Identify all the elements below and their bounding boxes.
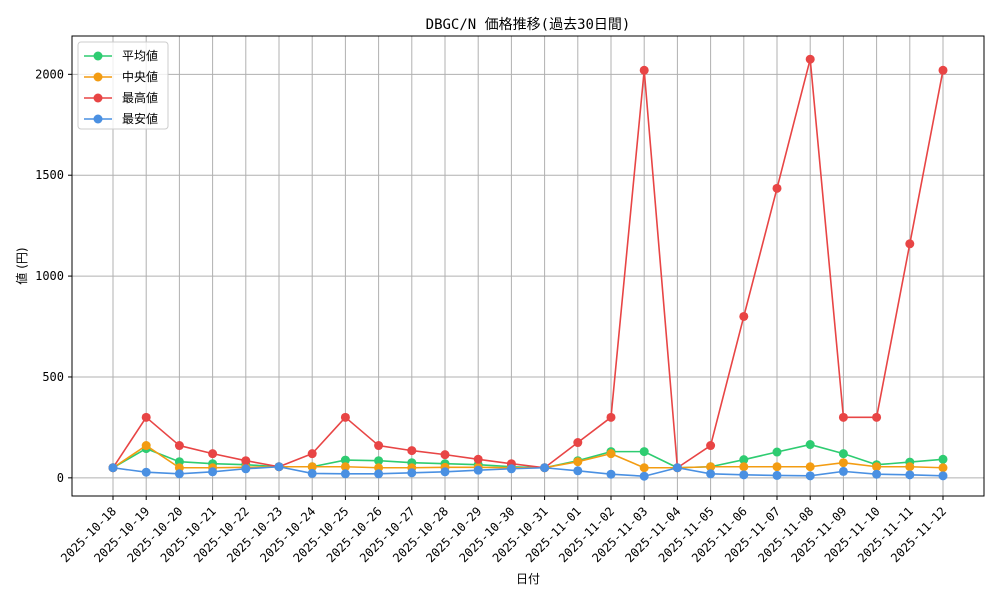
data-point: [241, 456, 251, 466]
grid: [72, 36, 984, 496]
data-point: [938, 463, 948, 473]
data-point: [838, 458, 848, 468]
data-point: [639, 471, 649, 481]
data-point: [174, 469, 184, 479]
data-point: [905, 462, 915, 472]
x-axis-title: 日付: [516, 572, 540, 586]
data-point: [141, 412, 151, 422]
legend-swatch-marker: [93, 93, 103, 103]
data-point: [772, 183, 782, 193]
data-point: [307, 462, 317, 472]
data-point: [606, 449, 616, 459]
data-point: [905, 239, 915, 249]
data-point: [706, 441, 716, 451]
data-point: [440, 467, 450, 477]
y-tick-label: 500: [42, 370, 64, 384]
data-point: [805, 462, 815, 472]
data-point: [141, 441, 151, 451]
series-group: [108, 54, 948, 481]
plot-frame: [71, 35, 985, 497]
legend-swatch-marker: [93, 114, 103, 124]
legend-label: 最高値: [122, 90, 158, 105]
data-point: [639, 65, 649, 75]
data-point: [374, 469, 384, 479]
data-point: [805, 440, 815, 450]
data-point: [340, 412, 350, 422]
data-point: [739, 462, 749, 472]
data-point: [506, 464, 516, 474]
data-point: [307, 468, 317, 478]
data-point: [307, 449, 317, 459]
data-point: [208, 467, 218, 477]
data-point: [872, 462, 882, 472]
data-point: [473, 465, 483, 475]
data-point: [407, 468, 417, 478]
y-tick-label: 1000: [35, 269, 64, 283]
data-point: [340, 462, 350, 472]
legend-swatch-marker: [93, 51, 103, 61]
data-point: [573, 438, 583, 448]
y-tick-label: 2000: [35, 67, 64, 81]
data-point: [672, 463, 682, 473]
data-point: [340, 455, 350, 465]
data-point: [606, 469, 616, 479]
data-point: [805, 54, 815, 64]
data-point: [606, 412, 616, 422]
data-point: [739, 470, 749, 480]
series-line-4: [112, 465, 944, 478]
legend-box: [77, 41, 169, 130]
data-point: [141, 467, 151, 477]
data-point: [639, 463, 649, 473]
data-point: [706, 469, 716, 479]
data-point: [938, 471, 948, 481]
data-point: [407, 446, 417, 456]
data-point: [838, 466, 848, 476]
data-point: [440, 450, 450, 460]
data-point: [473, 454, 483, 464]
data-point: [108, 463, 118, 473]
data-point: [872, 469, 882, 479]
legend-swatch-marker: [93, 72, 103, 82]
x-axis: 2025-10-182025-10-192025-10-202025-10-21…: [58, 496, 949, 565]
series-line-1: [112, 443, 944, 469]
data-point: [241, 464, 251, 474]
data-point: [540, 463, 550, 473]
y-tick-label: 1500: [35, 168, 64, 182]
data-point: [772, 447, 782, 457]
legend-label: 中央値: [122, 69, 158, 84]
data-point: [772, 462, 782, 472]
data-point: [274, 462, 284, 472]
y-tick-label: 0: [57, 471, 64, 485]
y-axis: 0 500 1000 1500 2000: [35, 67, 72, 485]
data-point: [340, 469, 350, 479]
legend-label: 平均値: [122, 48, 158, 63]
data-point: [208, 449, 218, 459]
data-point: [838, 449, 848, 459]
data-point: [772, 470, 782, 480]
data-point: [739, 311, 749, 321]
data-point: [374, 441, 384, 451]
data-point: [573, 466, 583, 476]
series-line-3: [112, 58, 944, 469]
data-point: [374, 456, 384, 466]
data-point: [938, 65, 948, 75]
chart-title: DBGC/N 価格推移(過去30日間): [426, 17, 631, 33]
data-point: [739, 455, 749, 465]
data-point: [838, 412, 848, 422]
data-point: [639, 447, 649, 457]
data-point: [573, 457, 583, 467]
y-axis-title: 値 (円): [14, 247, 29, 284]
data-point: [174, 441, 184, 451]
legend-label: 最安値: [122, 111, 158, 126]
data-point: [706, 462, 716, 472]
data-point: [872, 412, 882, 422]
data-point: [938, 454, 948, 464]
data-point: [805, 471, 815, 481]
data-point: [905, 470, 915, 480]
